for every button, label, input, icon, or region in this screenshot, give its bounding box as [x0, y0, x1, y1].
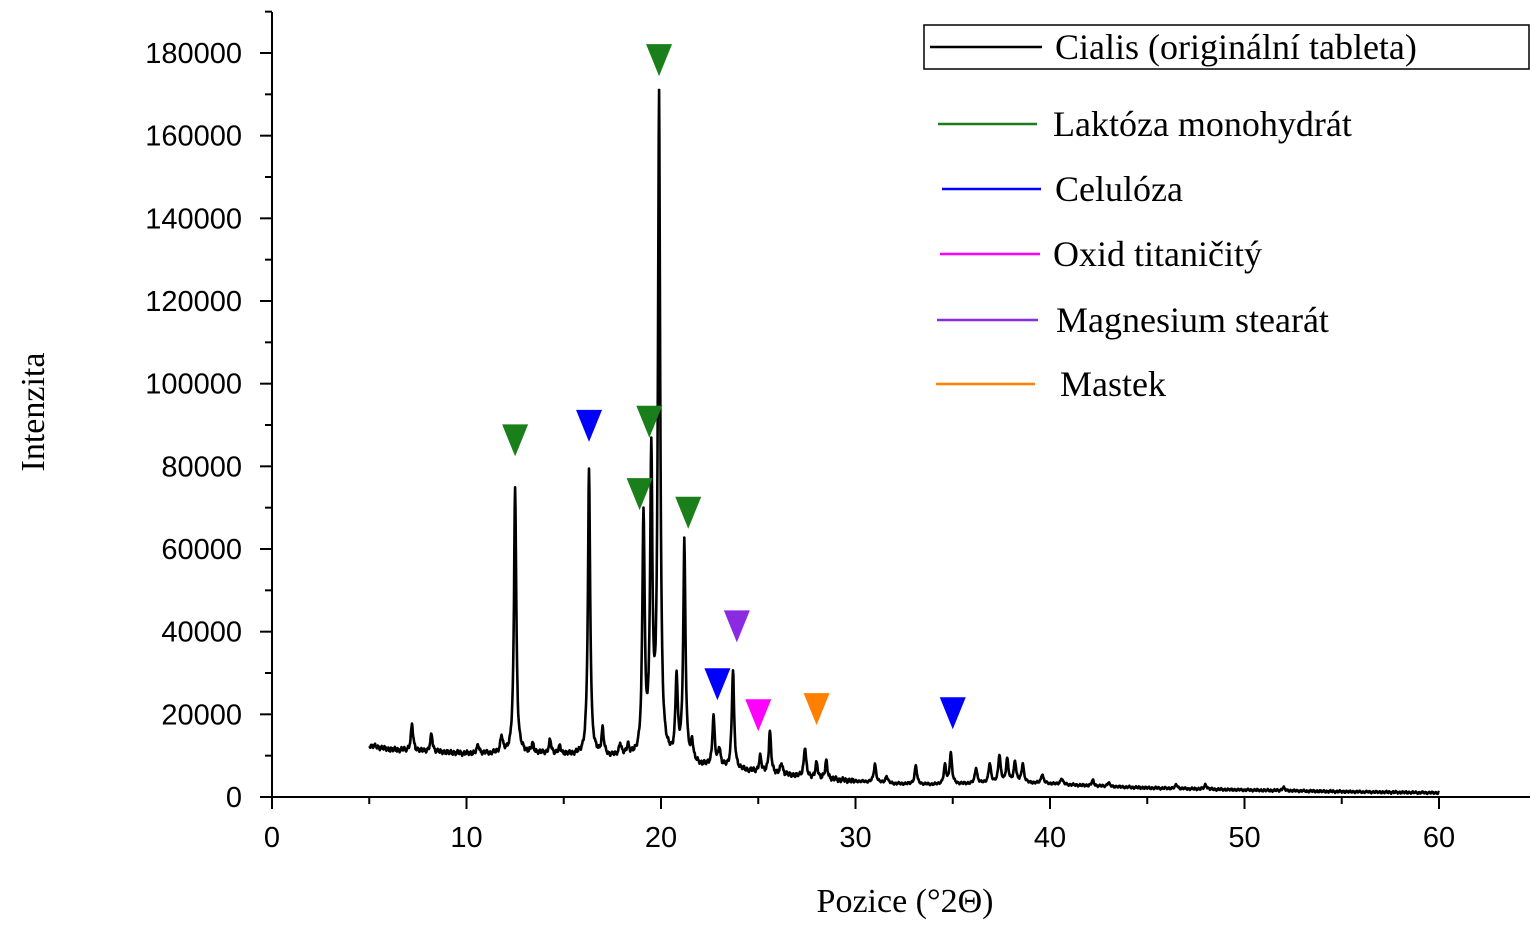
series-line-cialis — [368, 88, 1441, 796]
y-tick-label: 60000 — [161, 534, 242, 566]
peak-marker — [723, 610, 750, 643]
y-tick-label: 180000 — [145, 38, 242, 70]
x-tick-label: 60 — [1423, 822, 1455, 854]
peak-marker — [803, 693, 830, 726]
y-tick-label: 160000 — [145, 121, 242, 153]
x-tick-label: 0 — [264, 822, 280, 854]
markers-layer — [502, 44, 966, 732]
y-tick-label: 20000 — [161, 699, 242, 731]
x-tick-label: 40 — [1034, 822, 1066, 854]
legend-label: Mastek — [1060, 364, 1166, 404]
x-tick-label: 30 — [839, 822, 871, 854]
y-tick-label: 140000 — [145, 203, 242, 235]
peak-marker — [704, 668, 731, 701]
x-tick-label: 10 — [450, 822, 482, 854]
x-tick-label: 50 — [1228, 822, 1260, 854]
peak-marker — [576, 409, 603, 442]
y-tick-label: 0 — [226, 782, 242, 814]
peak-marker — [636, 405, 663, 438]
legend-label: Cialis (originální tableta) — [1055, 27, 1417, 67]
legend-box — [923, 24, 1530, 70]
peak-marker — [745, 699, 772, 732]
legend-label: Magnesium stearát — [1056, 300, 1329, 340]
y-axis-title: Intenzita — [15, 353, 52, 472]
axes — [271, 12, 1530, 798]
peak-marker — [646, 44, 673, 77]
legend-label: Celulóza — [1055, 169, 1183, 209]
legend-label: Oxid titaničitý — [1053, 234, 1262, 274]
y-tick-label: 80000 — [161, 451, 242, 483]
y-tick-label: 40000 — [161, 617, 242, 649]
series-layer — [368, 88, 1441, 796]
peak-marker — [939, 697, 966, 730]
x-axis-title: Pozice (°2Θ) — [817, 883, 994, 920]
peak-marker — [502, 424, 529, 457]
ticks: 0 20000 40000 60000 80000 100000 120000 140000 1… — [145, 10, 1455, 854]
peak-marker — [626, 478, 653, 511]
y-tick-label: 120000 — [145, 286, 242, 318]
y-tick-label: 100000 — [145, 369, 242, 401]
legend-label: Laktóza monohydrát — [1053, 104, 1352, 144]
legend: Cialis (originální tableta) Laktóza monoh… — [923, 24, 1530, 404]
x-tick-label: 20 — [645, 822, 677, 854]
peak-marker — [675, 496, 702, 529]
